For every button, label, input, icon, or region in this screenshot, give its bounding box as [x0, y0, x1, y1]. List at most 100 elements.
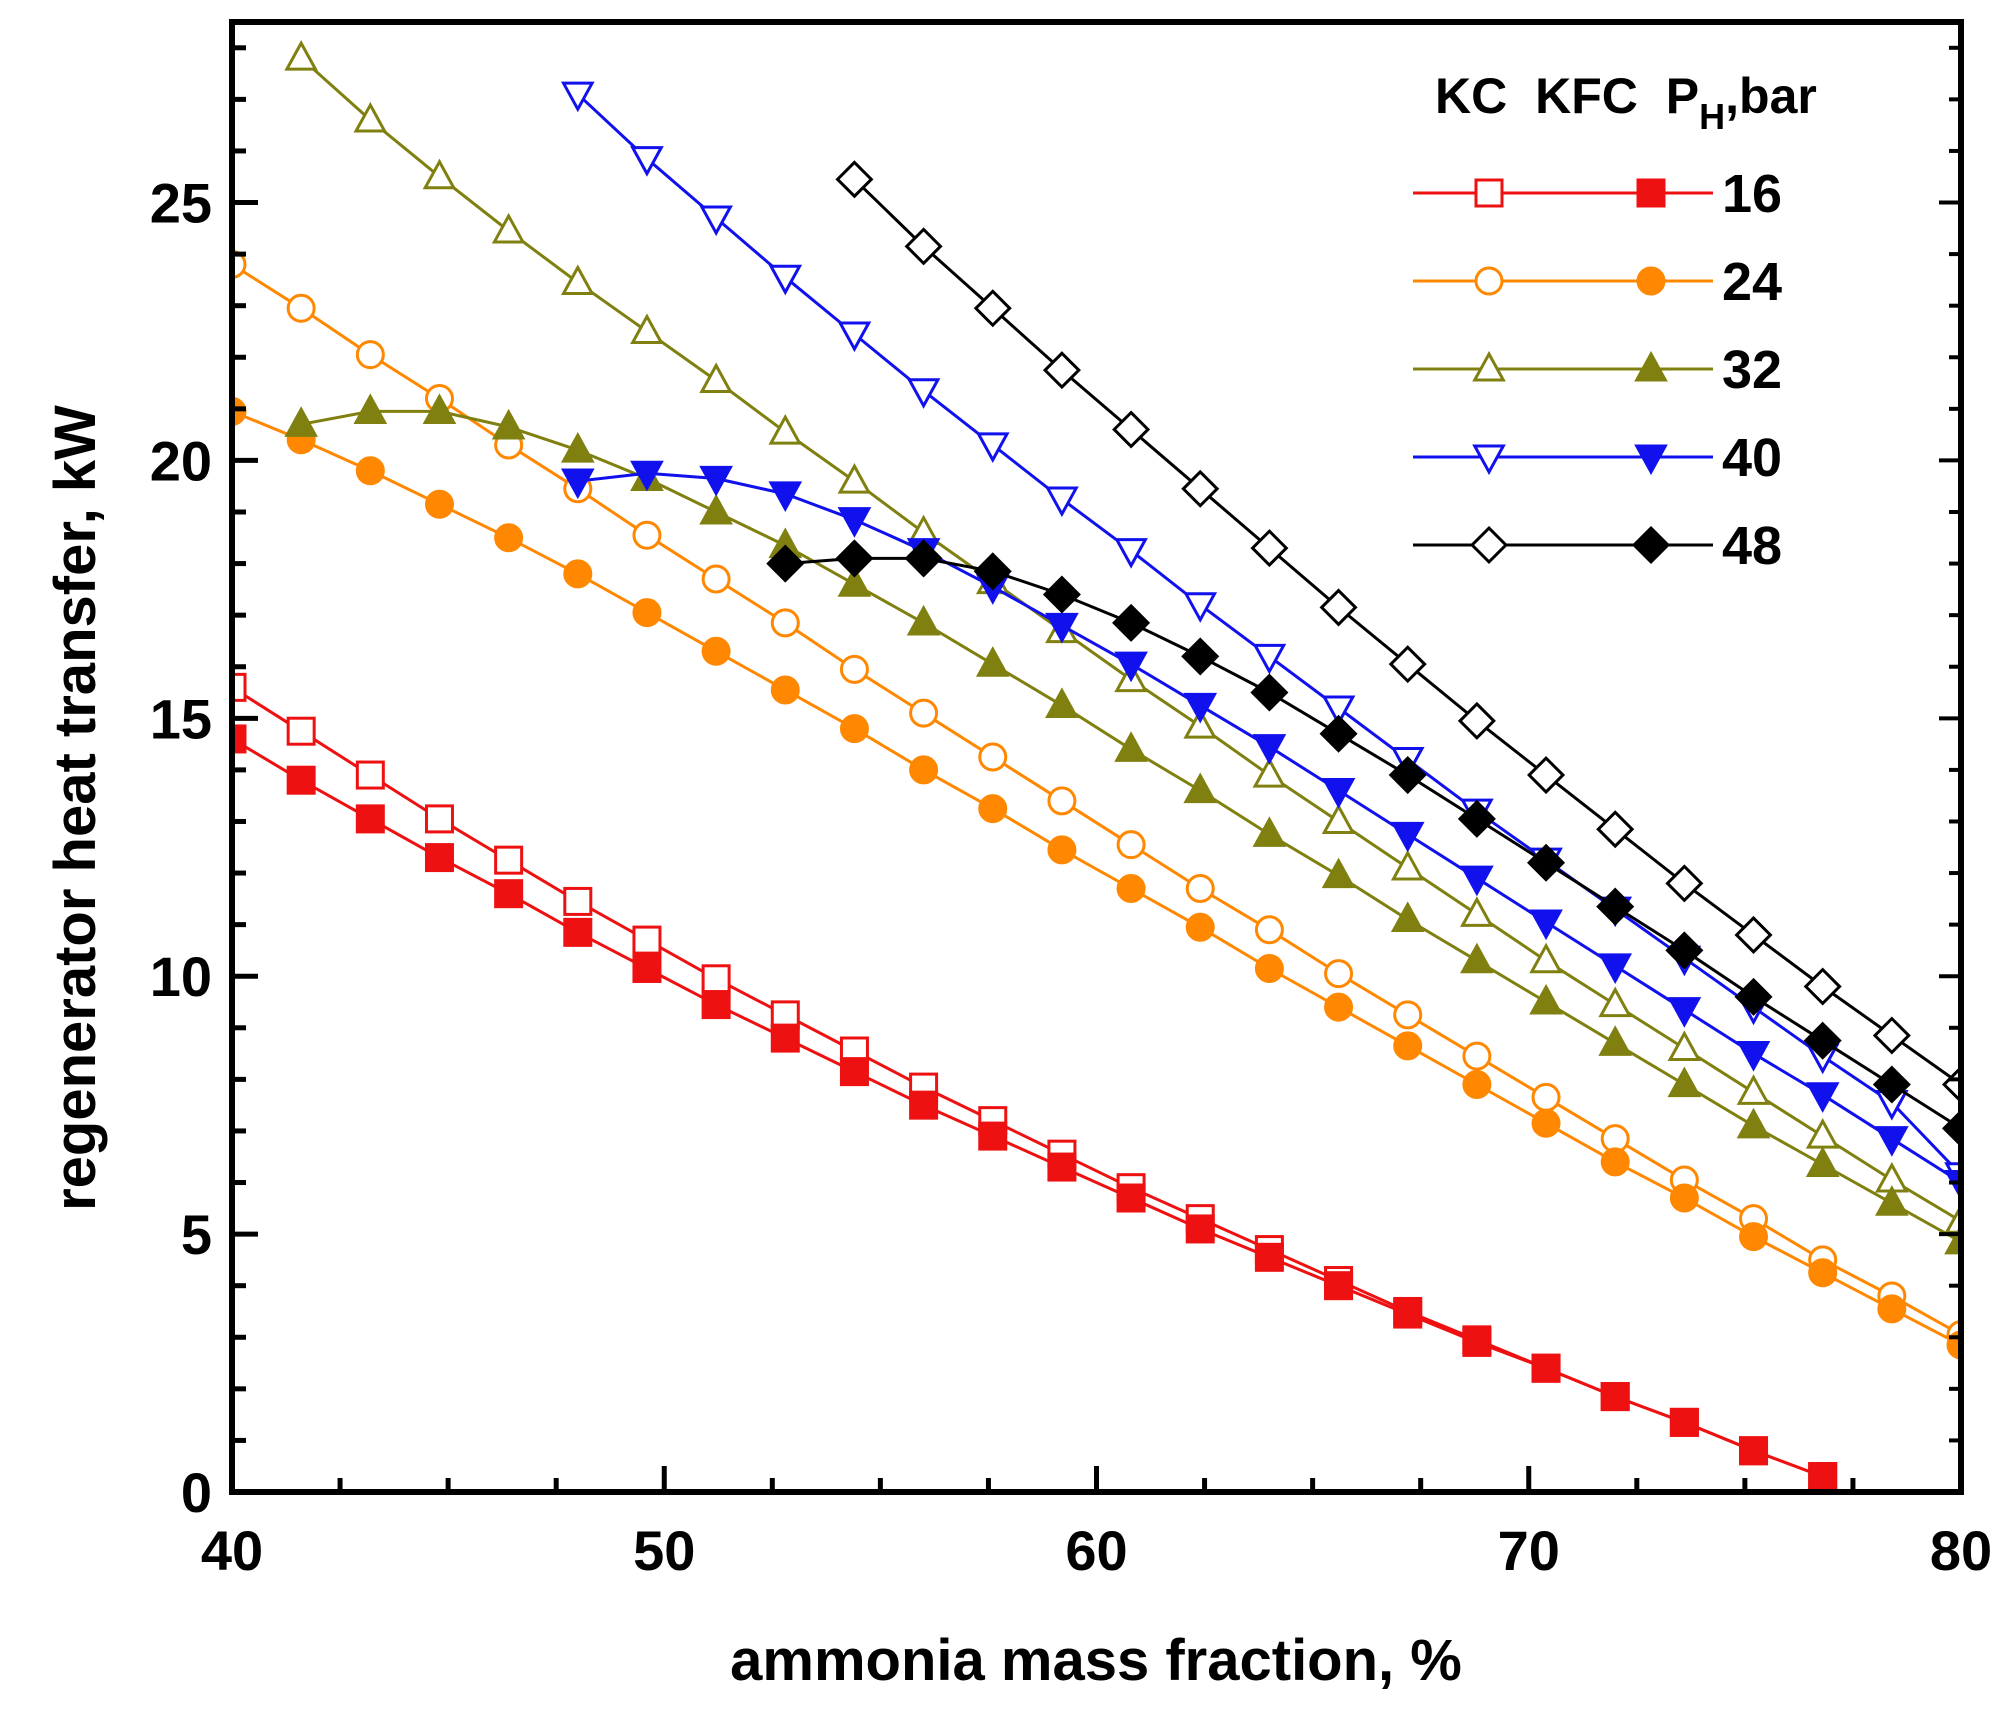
data-point-kfc-32: [975, 646, 1010, 677]
series-kc-16: [232, 672, 1838, 1492]
data-point-kfc-24: [909, 755, 939, 785]
data-point-kc-48: [1112, 410, 1151, 449]
data-point-kfc-40: [1252, 734, 1287, 765]
data-point-kc-16: [424, 804, 454, 834]
data-point-kfc-48: [835, 539, 874, 578]
data-point-kfc-40: [1736, 1041, 1771, 1072]
data-point-kc-48: [1527, 756, 1566, 795]
data-point-kfc-16: [1739, 1436, 1769, 1466]
data-point-kc-48: [1181, 469, 1220, 508]
data-point-kc-24: [632, 520, 662, 550]
data-point-kc-40: [975, 432, 1010, 464]
data-point-kfc-16: [563, 917, 593, 947]
data-point-kfc-48: [973, 552, 1012, 591]
data-point-kfc-24: [1531, 1108, 1561, 1138]
plot-frame: [229, 19, 1964, 1495]
data-point-kc-40: [837, 321, 872, 353]
data-point-kfc-16: [1324, 1271, 1354, 1301]
data-point-kc-24: [1185, 874, 1215, 904]
data-point-kc-24: [770, 608, 800, 638]
data-point-kfc-24: [1600, 1147, 1630, 1177]
data-point-kc-32: [491, 212, 526, 244]
data-point-kc-24: [286, 293, 316, 323]
data-point-kfc-40: [1390, 821, 1425, 853]
x-tick-label: 80: [1930, 1519, 1992, 1582]
x-tick-label: 70: [1498, 1519, 1560, 1582]
data-point-kfc-32: [837, 566, 872, 597]
data-point-kfc-40: [837, 507, 872, 538]
legend-marker-kc-40: [1472, 444, 1506, 476]
data-point-kfc-32: [906, 604, 941, 636]
data-point-kc-32: [1460, 896, 1494, 927]
data-point-kfc-16: [494, 879, 524, 909]
x-axis-title: ammonia mass fraction, %: [730, 1628, 1462, 1693]
data-point-kfc-16: [1047, 1152, 1077, 1182]
data-point-kfc-16: [909, 1090, 939, 1120]
data-point-kfc-40: [1321, 777, 1356, 809]
data-point-kc-16: [701, 964, 731, 994]
legend-marker-kfc-16: [1636, 178, 1666, 208]
legend-entry-16: 16: [1413, 164, 1782, 224]
x-tick-label: 50: [633, 1519, 695, 1582]
data-point-kfc-16: [232, 724, 247, 754]
data-point-kc-16: [494, 845, 524, 875]
data-point-kc-32: [1321, 803, 1356, 835]
data-point-kc-16: [563, 886, 593, 916]
data-point-kfc-32: [1736, 1107, 1771, 1139]
data-point-kfc-16: [632, 953, 662, 983]
data-point-kfc-24: [1324, 992, 1354, 1022]
data-point-kc-16: [286, 716, 316, 746]
data-point-kc-32: [353, 101, 388, 133]
data-point-kfc-48: [1388, 756, 1427, 795]
data-point-kc-48: [1872, 1016, 1911, 1055]
data-point-kfc-48: [766, 544, 805, 583]
data-point-kfc-16: [1185, 1214, 1215, 1244]
data-point-kc-40: [1321, 695, 1356, 727]
data-point-kc-40: [1045, 486, 1079, 518]
data-point-kfc-16: [1254, 1242, 1284, 1272]
data-point-kfc-24: [839, 714, 869, 744]
data-point-kfc-24: [1047, 835, 1077, 865]
legend-header-kc: KC: [1435, 68, 1507, 124]
data-point-kfc-48: [1665, 931, 1704, 970]
legend-marker-kfc-48: [1631, 525, 1671, 565]
legend-entry-24: 24: [1413, 252, 1782, 312]
data-point-kc-24: [1116, 830, 1146, 860]
data-point-kfc-16: [1808, 1462, 1838, 1492]
y-tick-label: 5: [181, 1203, 212, 1266]
data-point-kfc-40: [699, 465, 733, 497]
data-point-kfc-48: [1112, 603, 1151, 642]
legend-marker-kfc-40: [1634, 444, 1668, 476]
data-point-kfc-32: [1252, 816, 1287, 847]
legend: KC KFC PH,bar 16 24 32 40 48: [1413, 68, 1817, 576]
legend-marker-kc-48: [1469, 525, 1509, 565]
data-point-kc-32: [1390, 849, 1425, 881]
data-point-kfc-16: [1393, 1299, 1423, 1329]
data-point-kc-24: [1393, 1000, 1423, 1030]
data-point-kc-32: [422, 158, 457, 190]
data-point-kfc-48: [1457, 799, 1496, 838]
data-point-kc-48: [1388, 645, 1427, 684]
data-point-kfc-24: [424, 489, 454, 519]
data-point-kc-24: [1254, 915, 1284, 945]
data-point-kfc-16: [1669, 1407, 1699, 1437]
y-tick-label: 0: [181, 1461, 212, 1524]
data-point-kfc-16: [1600, 1382, 1630, 1412]
data-point-kfc-32: [560, 432, 595, 463]
legend-marker-kc-24: [1474, 266, 1504, 296]
data-point-kfc-16: [839, 1057, 869, 1087]
data-point-kfc-16: [424, 843, 454, 873]
legend-marker-kfc-32: [1634, 350, 1668, 382]
x-tick-label: 40: [201, 1519, 263, 1582]
legend-label-24: 24: [1722, 252, 1782, 312]
data-point-kfc-32: [1460, 942, 1494, 974]
legend-label-40: 40: [1722, 428, 1782, 488]
data-point-kfc-32: [1390, 901, 1425, 933]
data-point-kfc-40: [1460, 865, 1494, 897]
data-point-kfc-16: [1462, 1327, 1492, 1357]
data-point-kc-48: [835, 160, 874, 199]
data-point-kfc-24: [563, 559, 593, 589]
data-point-kfc-48: [1596, 887, 1635, 926]
data-point-kc-32: [699, 362, 733, 394]
